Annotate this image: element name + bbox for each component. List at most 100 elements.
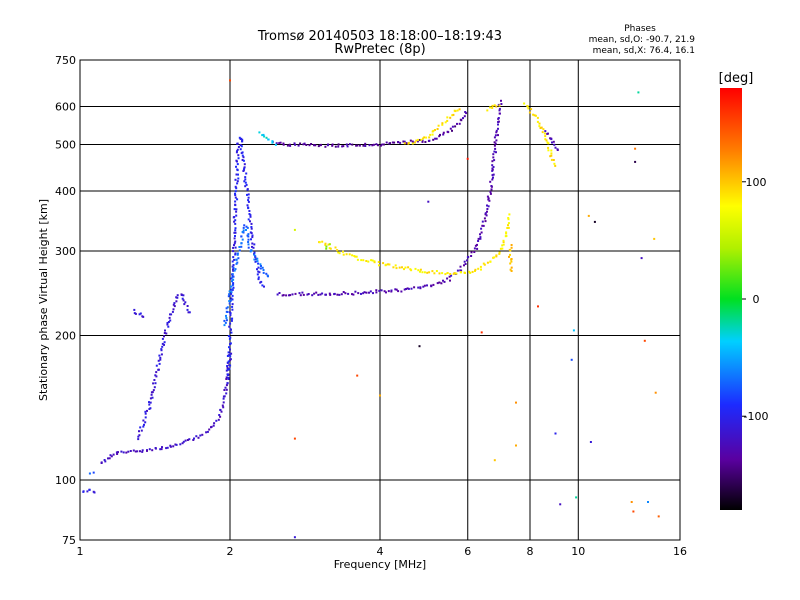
trace-point-x: [417, 138, 420, 141]
x-tick-label: 10: [571, 545, 585, 558]
trace-point-o: [144, 416, 147, 419]
trace-point-o: [231, 273, 234, 276]
trace-point-o: [424, 141, 427, 143]
trace-point-o: [230, 291, 233, 294]
trace-point-x: [403, 268, 405, 271]
trace-point-o: [493, 150, 496, 153]
trace-point-x: [508, 213, 511, 216]
trace-point-o: [174, 443, 177, 446]
trace-point-o: [240, 235, 243, 238]
trace-point-x: [338, 252, 341, 255]
trace-point-o: [226, 365, 229, 367]
trace-point-o: [302, 143, 305, 146]
trace-point-o: [493, 159, 496, 162]
trace-point-o: [88, 488, 91, 491]
trace-point-o: [132, 449, 135, 452]
trace-point-x: [489, 260, 492, 263]
trace-point-o: [261, 134, 264, 137]
trace-point-o: [220, 410, 223, 413]
trace-point-o: [139, 450, 141, 453]
trace-point-o: [160, 353, 163, 356]
noise-point: [379, 394, 381, 397]
trace-point-x: [413, 141, 416, 144]
trace-point-x: [554, 164, 557, 167]
trace-point-o: [227, 295, 230, 298]
trace-point-o: [154, 374, 157, 377]
trace-point-x: [505, 235, 508, 237]
trace-point-x: [510, 244, 513, 246]
noise-point: [418, 345, 421, 348]
trace-point-o: [489, 191, 492, 193]
trace-point-o: [449, 279, 451, 282]
noise-point: [593, 220, 596, 223]
trace-point-o: [430, 285, 433, 288]
trace-point-o: [149, 401, 152, 404]
trace-point-o: [477, 240, 480, 242]
trace-point-o: [241, 238, 244, 241]
y-tick-label: 100: [55, 474, 76, 487]
trace-point-x: [526, 105, 529, 108]
trace-point-o: [222, 395, 225, 398]
trace-point-o: [466, 256, 469, 259]
trace-point-x: [324, 242, 327, 245]
trace-point-x: [441, 123, 444, 126]
trace-point-x: [355, 255, 358, 258]
trace-point-o: [137, 435, 140, 438]
trace-point-x: [509, 268, 512, 271]
trace-point-o: [252, 246, 255, 249]
trace-point-x: [429, 133, 432, 136]
trace-point-x: [435, 270, 438, 272]
trace-point-x: [419, 268, 422, 271]
trace-point-x: [540, 126, 543, 129]
noise-point: [559, 503, 562, 506]
trace-point-o: [363, 291, 366, 294]
trace-point-o: [236, 253, 239, 256]
trace-point-o: [464, 111, 467, 113]
trace-point-o: [234, 219, 237, 222]
trace-point-o: [232, 286, 235, 289]
trace-point-o: [141, 450, 144, 453]
trace-point-o: [417, 286, 420, 289]
trace-point-o: [438, 135, 441, 138]
trace-point-o: [497, 127, 499, 130]
trace-point-o: [307, 293, 310, 295]
trace-point-x: [510, 246, 513, 249]
trace-point-o: [186, 439, 189, 441]
trace-point-o: [172, 303, 175, 306]
trace-point-o: [210, 425, 213, 428]
trace-point-o: [245, 225, 248, 228]
trace-point-o: [176, 294, 179, 297]
trace-point-o: [151, 449, 154, 452]
trace-point-x: [452, 113, 455, 116]
trace-point-o: [311, 294, 314, 297]
trace-point-x: [495, 105, 498, 108]
trace-point-o: [183, 303, 186, 306]
trace-point-o: [166, 323, 169, 326]
trace-point-o: [138, 313, 141, 316]
trace-point-o: [206, 430, 209, 433]
trace-point-o: [184, 301, 187, 304]
trace-point-x: [342, 250, 344, 253]
trace-point-o: [326, 144, 329, 147]
trace-point-x: [411, 142, 414, 145]
trace-point-o: [229, 348, 231, 351]
trace-point-x: [365, 260, 368, 262]
trace-point-o: [246, 204, 249, 207]
trace-point-o: [232, 275, 235, 278]
trace-point-o: [213, 422, 216, 425]
trace-point-o: [129, 450, 132, 452]
trace-point-o: [233, 242, 236, 245]
trace-point-o: [232, 269, 235, 272]
trace-point-o: [324, 145, 327, 148]
trace-point-o: [240, 245, 243, 248]
trace-point-o: [382, 143, 385, 146]
trace-point-o: [302, 293, 305, 296]
trace-point-o: [236, 168, 239, 171]
y-axis-ticks: 75 100 200 300 400 500 600 750: [55, 54, 76, 547]
trace-point-o: [103, 459, 106, 461]
trace-point-o: [256, 268, 258, 271]
trace-point-o: [237, 157, 240, 160]
trace-point-o: [274, 143, 277, 146]
trace-point-o: [161, 345, 164, 348]
trace-point-o: [400, 290, 403, 293]
